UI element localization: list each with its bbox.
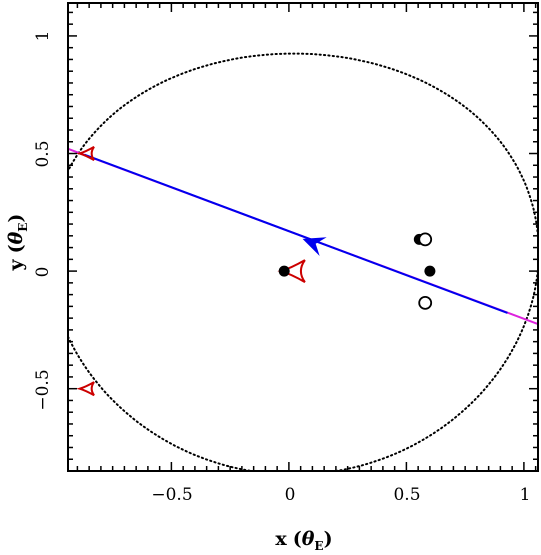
x-tick-label: 1: [520, 485, 531, 505]
x-tick-label: −0.5: [151, 485, 192, 505]
caustics: [76, 146, 306, 397]
caustic: [76, 381, 95, 397]
image-point-open: [418, 295, 433, 310]
trajectory-arrow: [302, 237, 327, 256]
y-tick-labels: −0.5 0 0.5 1: [33, 31, 53, 411]
image-point-filled: [424, 265, 436, 277]
y-tick-label: 0: [33, 267, 53, 278]
x-axis-label: x (θE): [275, 528, 332, 553]
source-trajectory-blue: [84, 153, 508, 314]
image-points: [278, 232, 436, 310]
x-tick-labels: −0.5 0 0.5 1: [151, 485, 530, 505]
image-point-filled: [278, 265, 290, 277]
x-tick-label: 0: [285, 485, 296, 505]
y-tick-label: 0.5: [33, 140, 53, 167]
axis-ticks: [68, 3, 538, 472]
plot-area: [68, 52, 538, 471]
caustic: [76, 146, 95, 161]
y-axis-label: y(θE): [5, 214, 30, 272]
plot-frame: [67, 2, 539, 472]
x-tick-label: 0.5: [393, 485, 420, 505]
y-tick-label: −0.5: [33, 369, 53, 410]
critical-curve: [68, 52, 538, 471]
image-point-open: [418, 232, 433, 247]
y-tick-label: 1: [33, 31, 53, 42]
caustic: [277, 259, 306, 283]
